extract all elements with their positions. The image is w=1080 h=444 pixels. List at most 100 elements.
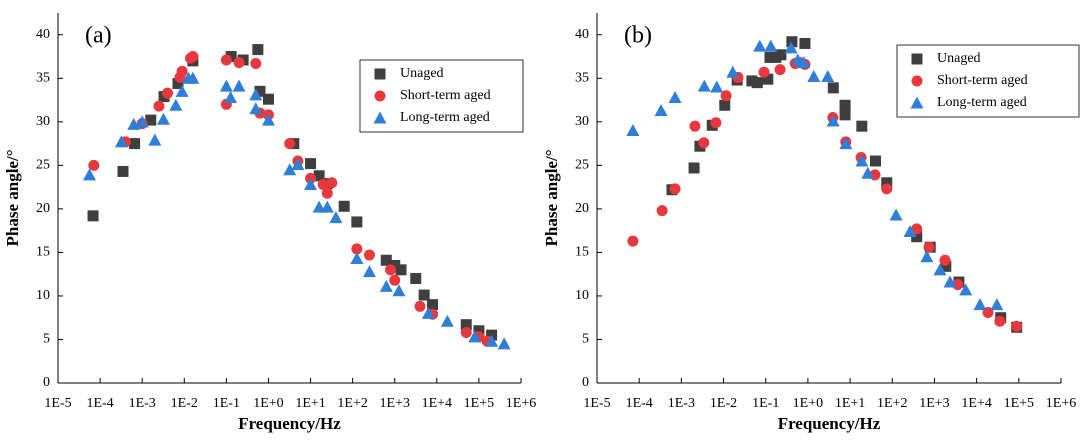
point [784,41,798,54]
y-axis-label: Phase angle/° [3,150,22,247]
y-tick-label: 40 [575,27,589,42]
point [421,306,435,319]
point [710,80,724,93]
point [135,115,149,128]
point [249,102,263,115]
point [389,274,401,286]
point [363,249,375,261]
point [219,79,233,92]
point [994,315,1006,327]
point [826,114,840,127]
point [669,183,681,195]
point [379,279,393,292]
x-tick-label: 1E+0 [793,396,823,411]
point [317,179,329,191]
point [990,298,1004,311]
point [114,135,128,148]
point [839,137,853,150]
point [911,223,923,235]
x-axis-label: Frequency/Hz [238,414,341,433]
point [807,70,821,83]
point [184,52,196,64]
point [329,211,343,224]
x-tick-label: 1E+6 [1046,396,1076,411]
x-tick-label: 1E+1 [835,396,865,411]
point [82,168,96,181]
x-tick-label: 1E+2 [877,396,907,411]
point [689,120,701,132]
point [762,73,774,85]
legend-marker [374,90,386,102]
x-tick-label: 1E+1 [295,396,325,411]
point [249,88,263,101]
point [720,90,732,102]
x-tick-label: 1E+0 [253,396,283,411]
point [668,90,682,103]
point [697,79,711,92]
point [362,265,376,278]
point [414,300,426,312]
x-tick-label: 1E-2 [171,396,198,411]
legend-label: Long-term aged [400,110,490,125]
panel-label: (a) [85,23,112,49]
point [418,289,430,301]
point [153,100,165,112]
y-tick-label: 40 [36,27,50,42]
y-tick-label: 0 [43,375,50,390]
y-tick-label: 30 [575,114,589,129]
point [305,158,317,170]
point [939,254,951,266]
point [427,299,439,311]
point [473,325,485,337]
x-axis-label: Frequency/Hz [778,414,881,433]
point [395,264,407,276]
point [326,177,338,189]
point [410,273,422,285]
point [855,154,869,167]
point [889,208,903,221]
point [304,178,318,191]
y-tick-label: 25 [575,158,589,173]
point [656,205,668,217]
point [775,49,787,61]
point [351,216,363,228]
x-tick-label: 1E+4 [422,396,452,411]
point [973,298,987,311]
point [726,65,740,78]
point [626,124,640,137]
y-tick-label: 20 [36,201,50,216]
x-tick-label: 1E-5 [44,396,71,411]
x-tick-label: 1E+5 [1004,396,1034,411]
point [460,319,472,331]
point [321,187,333,199]
x-tick-label: 1E-3 [668,396,695,411]
point [764,51,776,63]
point [261,113,275,126]
legend-label: Unaged [937,51,981,66]
x-tick-label: 1E-2 [710,396,737,411]
point [440,314,454,327]
point [881,177,893,189]
point [861,166,875,179]
legend-label: Long-term aged [937,95,1027,110]
point [923,241,935,253]
point [145,114,157,126]
point [312,200,326,213]
point [172,78,184,90]
y-tick-label: 35 [575,71,589,86]
point [233,57,245,69]
point [252,44,264,56]
point [313,170,325,182]
point [959,283,973,296]
y-tick-label: 0 [582,375,589,390]
y-axis-label: Phase angle/° [542,150,561,247]
legend-box [359,59,524,133]
point [627,235,639,247]
x-tick-label: 1E-4 [626,396,653,411]
point [710,117,722,129]
point [943,275,957,288]
legend-label: Unaged [400,66,444,81]
y-tick-label: 15 [36,245,50,260]
x-tick-label: 1E+3 [380,396,410,411]
